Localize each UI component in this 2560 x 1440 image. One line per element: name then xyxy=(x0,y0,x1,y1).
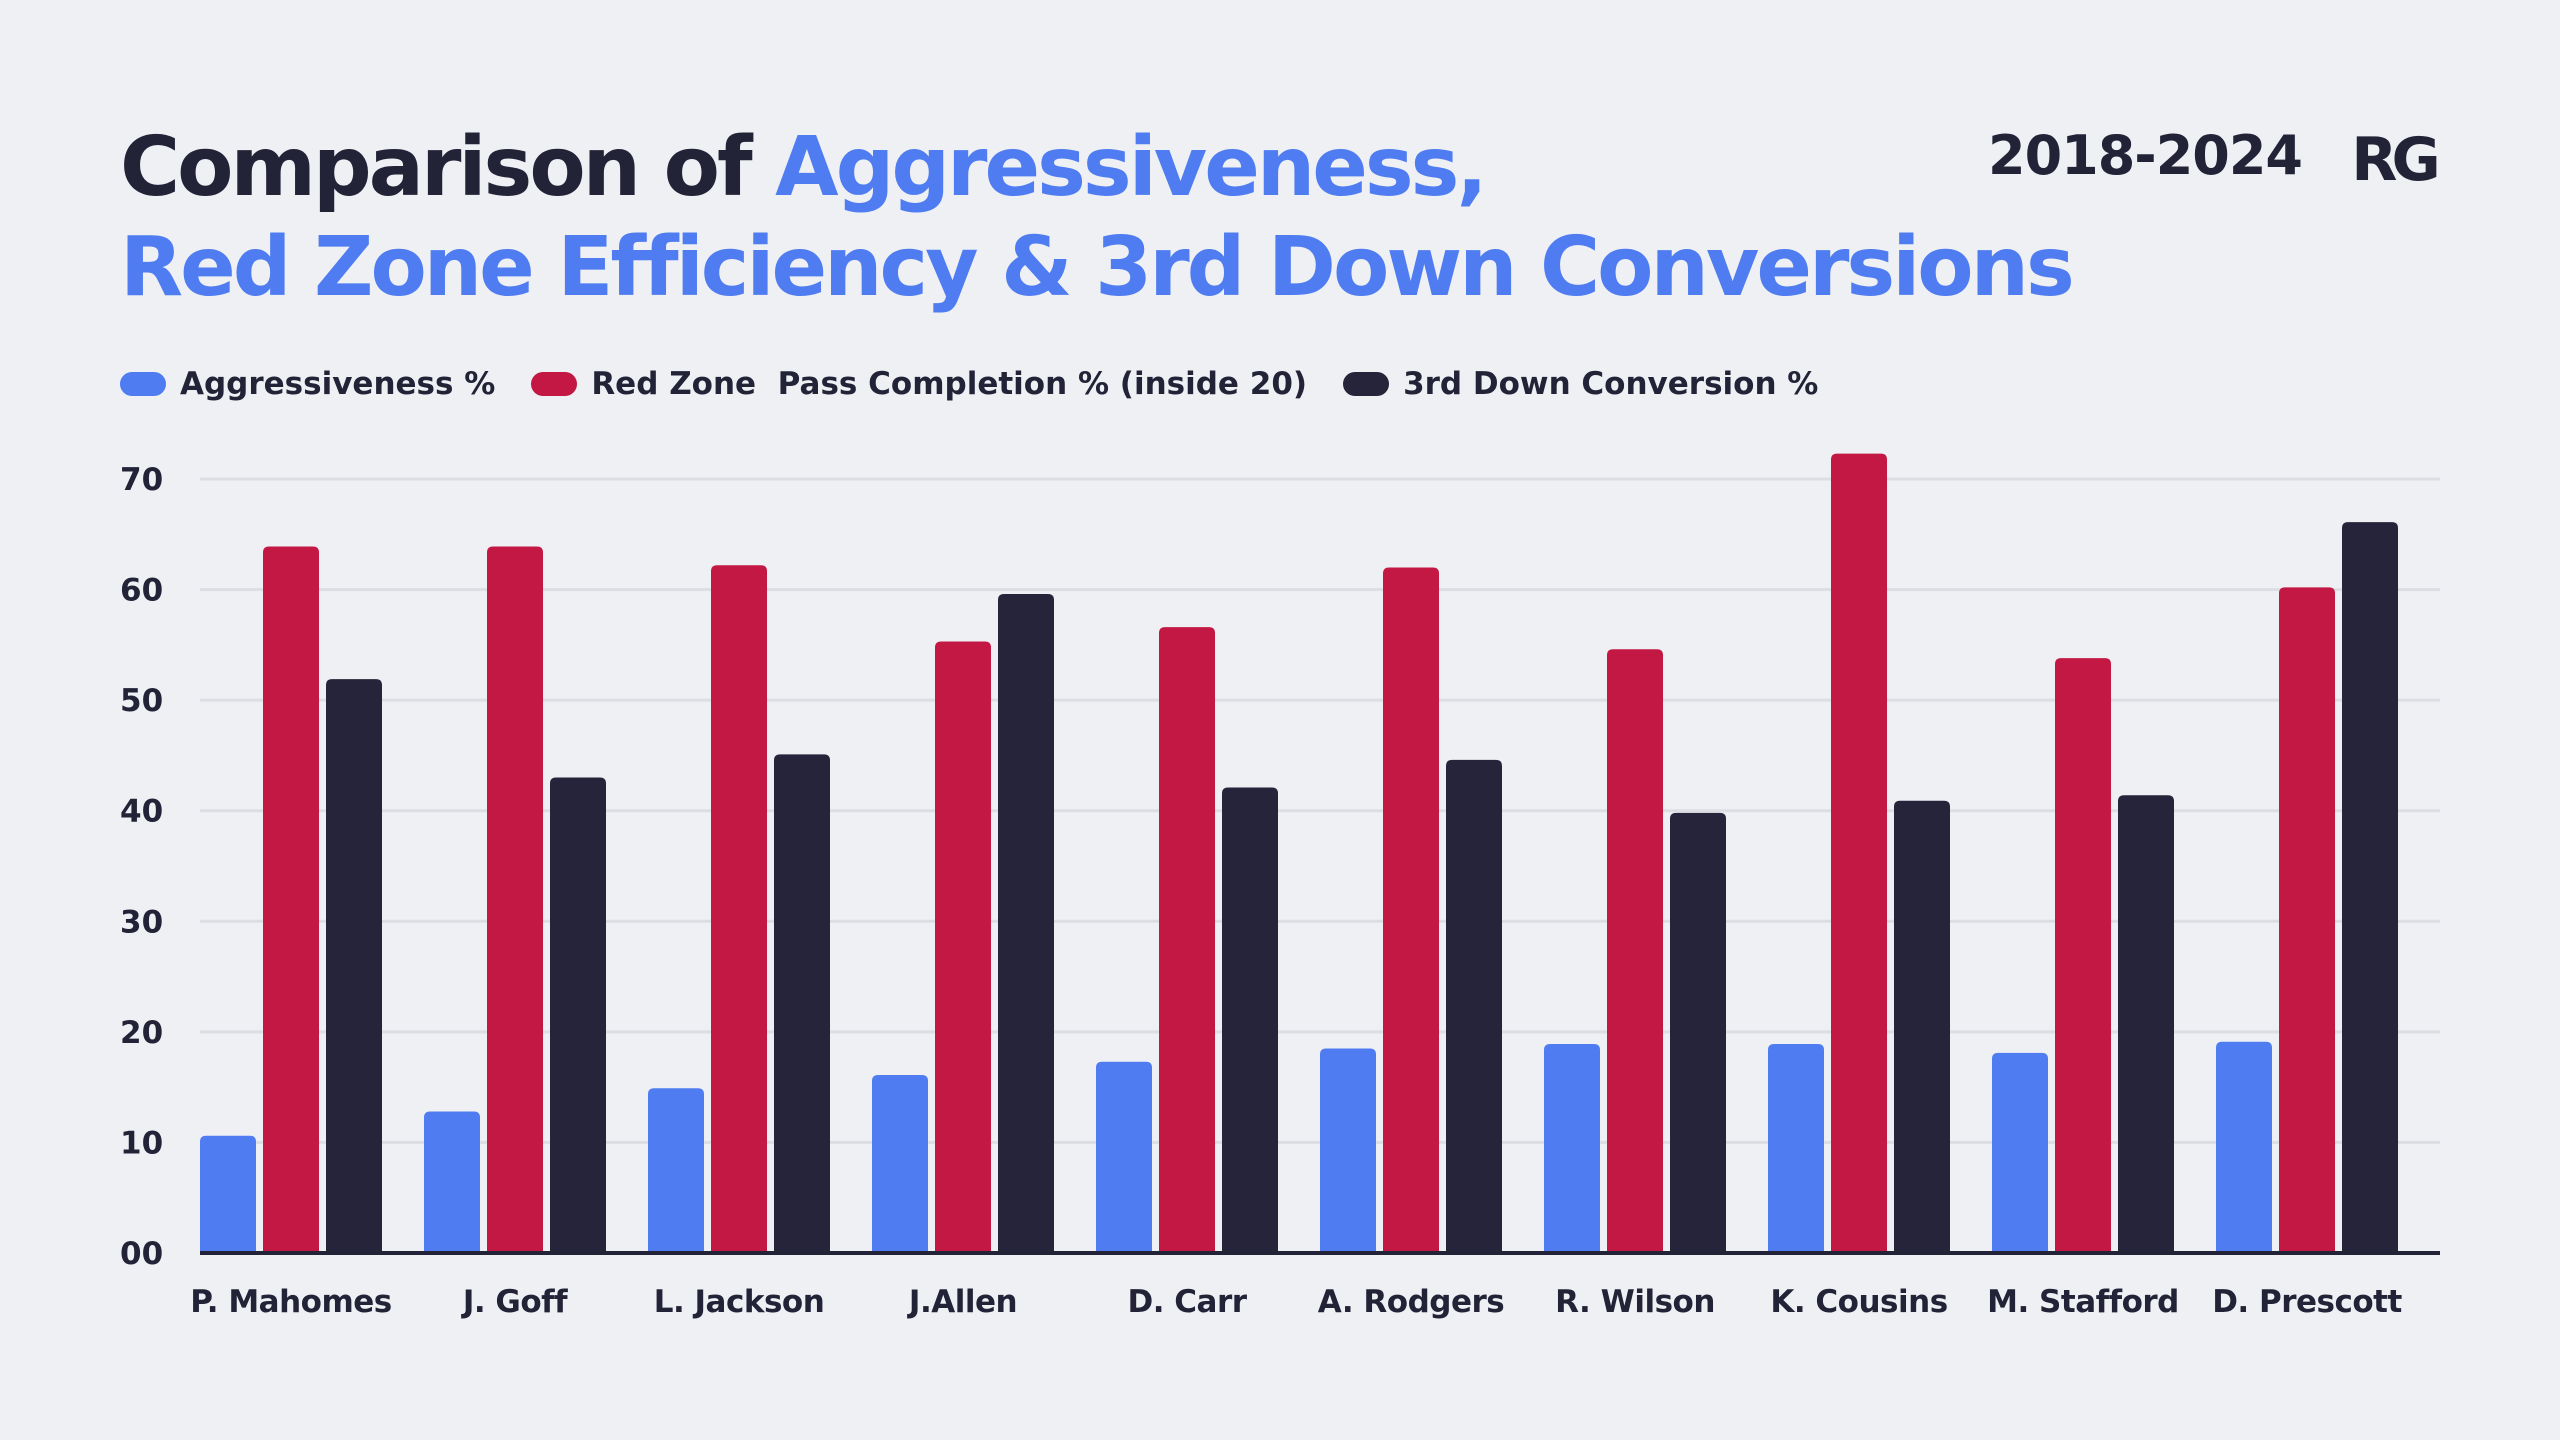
logo-text: RG xyxy=(2351,125,2436,188)
bar-red-zone xyxy=(711,565,767,1253)
bar-third-down xyxy=(2118,795,2174,1253)
bar-third-down xyxy=(1222,787,1278,1253)
legend: Aggressiveness % Red Zone Pass Completio… xyxy=(120,366,1854,402)
bar-red-zone xyxy=(263,546,319,1253)
bar-third-down xyxy=(550,777,606,1253)
x-tick-label: L. Jackson xyxy=(654,1284,825,1320)
x-tick-label: A. Rodgers xyxy=(1318,1284,1504,1320)
legend-swatch-aggressiveness xyxy=(120,372,166,396)
bar-third-down xyxy=(1670,812,1726,1253)
bars xyxy=(200,453,2398,1253)
x-tick-label: M. Stafford xyxy=(1987,1284,2179,1320)
bar-third-down xyxy=(326,679,382,1253)
title-line-2: Red Zone Efficiency & 3rd Down Conversio… xyxy=(120,220,2075,315)
bar-red-zone xyxy=(1383,567,1439,1253)
bar-aggressiveness xyxy=(1544,1044,1600,1253)
x-tick-label: D. Carr xyxy=(1127,1284,1247,1320)
x-tick-label: P. Mahomes xyxy=(190,1284,392,1320)
bar-red-zone xyxy=(2279,587,2335,1253)
bar-third-down xyxy=(774,754,830,1253)
bar-third-down xyxy=(1446,759,1502,1253)
bar-aggressiveness xyxy=(1096,1061,1152,1253)
y-tick-label: 20 xyxy=(120,1015,163,1051)
bar-red-zone xyxy=(1159,627,1215,1253)
x-tick-label: K. Cousins xyxy=(1770,1284,1947,1320)
bar-third-down xyxy=(998,593,1054,1253)
legend-label-third-down: 3rd Down Conversion % xyxy=(1403,366,1819,402)
bar-aggressiveness xyxy=(2216,1041,2272,1253)
bar-aggressiveness xyxy=(200,1135,256,1253)
bar-aggressiveness xyxy=(648,1088,704,1253)
y-tick-label: 50 xyxy=(120,683,163,719)
x-tick-label: R. Wilson xyxy=(1555,1284,1715,1320)
title-part-accent: Aggressiveness, xyxy=(775,120,1487,215)
legend-item-red-zone: Red Zone Pass Completion % (inside 20) xyxy=(531,366,1307,402)
y-tick-label: 00 xyxy=(120,1236,163,1272)
legend-item-third-down: 3rd Down Conversion % xyxy=(1343,366,1818,402)
legend-label-red-zone: Red Zone Pass Completion % (inside 20) xyxy=(591,366,1308,402)
title-line-1: Comparison of Aggressiveness, xyxy=(120,118,2072,218)
bar-third-down xyxy=(1894,800,1950,1253)
y-tick-label: 10 xyxy=(120,1125,163,1161)
x-tick-label: J.Allen xyxy=(907,1284,1017,1320)
bar-red-zone xyxy=(1831,453,1887,1253)
bar-third-down xyxy=(2342,522,2398,1253)
legend-label-aggressiveness: Aggressiveness % xyxy=(180,366,496,402)
rg-logo: RG xyxy=(2351,125,2442,188)
bar-aggressiveness xyxy=(1768,1044,1824,1253)
y-tick-label: 70 xyxy=(120,462,163,498)
x-tick-label: J. Goff xyxy=(461,1284,568,1320)
legend-swatch-third-down xyxy=(1343,372,1390,396)
title-part-dark: Comparison of xyxy=(120,120,776,215)
bar-red-zone xyxy=(935,641,991,1253)
chart-title: Comparison of Aggressiveness, Red Zone E… xyxy=(120,118,2075,318)
bar-aggressiveness xyxy=(424,1111,480,1253)
x-tick-label: D. Prescott xyxy=(2212,1284,2402,1320)
y-tick-label: 30 xyxy=(120,904,163,940)
period-label: 2018-2024 xyxy=(1988,124,2303,187)
axes: 00 10 20 30 40 50 60 70 P. Mahomes J. Goff L. Jack… xyxy=(120,462,2440,1320)
legend-item-aggressiveness: Aggressiveness % xyxy=(120,366,495,402)
bar-red-zone xyxy=(2055,658,2111,1253)
y-tick-label: 60 xyxy=(120,573,163,609)
legend-swatch-red-zone xyxy=(531,372,578,396)
bar-aggressiveness xyxy=(1320,1048,1376,1253)
bar-aggressiveness xyxy=(1992,1052,2048,1253)
y-tick-label: 40 xyxy=(120,794,163,830)
bar-red-zone xyxy=(1607,649,1663,1253)
bar-aggressiveness xyxy=(872,1074,928,1253)
bar-red-zone xyxy=(487,546,543,1253)
